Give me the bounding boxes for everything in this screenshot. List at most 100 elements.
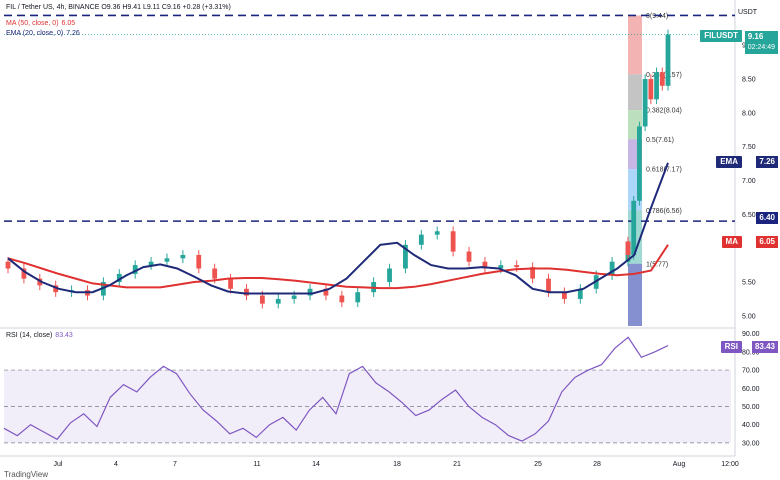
fib-level-label: 1(5.77) bbox=[646, 261, 668, 268]
candle bbox=[577, 288, 583, 299]
candle bbox=[53, 285, 59, 293]
candle bbox=[339, 295, 345, 303]
time-tick-label: 25 bbox=[534, 461, 542, 468]
fib-zone bbox=[628, 15, 642, 75]
candle bbox=[180, 254, 186, 259]
rsi-tick-label: 70.00 bbox=[742, 368, 760, 375]
fib-level-label: 0(9.44) bbox=[646, 13, 668, 20]
candle bbox=[631, 200, 637, 255]
price-tick-label: 8.00 bbox=[742, 110, 756, 117]
candle bbox=[562, 292, 567, 299]
price-tick-label: 7.50 bbox=[742, 144, 756, 151]
symbol-tag-label: FILUSDT bbox=[704, 31, 738, 40]
last-price: 9.16 bbox=[747, 32, 764, 41]
time-tick-label: 28 bbox=[593, 461, 601, 468]
candle bbox=[307, 288, 313, 296]
candle bbox=[434, 231, 440, 235]
candle bbox=[498, 265, 504, 269]
rsi-tick-label: 90.00 bbox=[742, 331, 760, 338]
rsi-price-label: 83.43 bbox=[751, 341, 778, 353]
fib-level-label: 0.618(7.17) bbox=[646, 167, 682, 174]
time-tick-label: Aug bbox=[673, 461, 686, 468]
ma-line bbox=[7, 244, 669, 290]
price-tick-label: 5.00 bbox=[742, 313, 756, 320]
time-tick-label: 4 bbox=[114, 461, 118, 468]
candle bbox=[116, 273, 122, 283]
candle bbox=[291, 295, 297, 299]
candle bbox=[642, 79, 648, 127]
ema-line bbox=[7, 162, 669, 295]
candle bbox=[275, 298, 281, 304]
candle bbox=[403, 244, 408, 269]
candle bbox=[196, 254, 202, 269]
candle bbox=[228, 278, 233, 289]
ma-legend: MA (50, close, 0) 6.05 bbox=[6, 20, 75, 27]
candle bbox=[546, 278, 551, 293]
rsi-line bbox=[3, 336, 669, 442]
candle bbox=[530, 267, 536, 279]
candle bbox=[637, 126, 642, 201]
candle bbox=[609, 261, 615, 276]
rsi-tag: RSI bbox=[720, 341, 742, 353]
time-tick-label: 7 bbox=[173, 461, 177, 468]
candle bbox=[514, 265, 520, 268]
rsi-tick-label: 50.00 bbox=[742, 404, 760, 411]
candle bbox=[387, 268, 392, 283]
fib-zone bbox=[628, 74, 642, 111]
currency-label: USDT bbox=[738, 9, 758, 16]
candle bbox=[259, 295, 265, 304]
rsi-tick-label: 80.00 bbox=[742, 349, 760, 356]
rsi-tick-label: 30.00 bbox=[742, 440, 760, 447]
candle bbox=[450, 231, 456, 252]
candle bbox=[355, 292, 361, 303]
candle bbox=[323, 288, 329, 296]
time-tick-label: Jul bbox=[54, 461, 63, 468]
candle bbox=[625, 241, 631, 255]
ema-legend-label: EMA (20, close, 0) bbox=[6, 30, 64, 37]
ema-legend: EMA (20, close, 0) 7.26 bbox=[6, 30, 80, 37]
candle bbox=[648, 79, 654, 100]
candle bbox=[665, 34, 671, 86]
candle bbox=[654, 72, 659, 100]
rsi-legend-label: RSI (14, close) bbox=[6, 332, 53, 339]
ma-tag: MA bbox=[721, 236, 742, 248]
level-price-label: 6.40 bbox=[756, 212, 778, 224]
time-tick-label: 11 bbox=[253, 461, 260, 468]
candle bbox=[164, 258, 170, 262]
rsi-legend: RSI (14, close) 83.43 bbox=[6, 332, 73, 339]
price-tick-label: 7.00 bbox=[742, 178, 756, 185]
symbol-header: FIL / Tether US, 4h, BINANCE O9.36 H9.41… bbox=[6, 4, 231, 11]
candle bbox=[418, 234, 424, 245]
fib-level-label: 0.5(7.61) bbox=[646, 137, 674, 144]
fib-level-label: 0.786(6.56) bbox=[646, 208, 682, 215]
candle bbox=[148, 261, 154, 266]
ema-price-label: 7.26 bbox=[756, 156, 778, 168]
rsi-tick-label: 40.00 bbox=[742, 422, 760, 429]
ma-legend-value: 6.05 bbox=[61, 20, 76, 27]
ema-legend-value: 7.26 bbox=[66, 30, 80, 37]
candle bbox=[212, 268, 218, 279]
candle bbox=[5, 261, 11, 269]
price-tick-label: 6.50 bbox=[742, 212, 756, 219]
time-tick-label: 18 bbox=[393, 461, 401, 468]
candle bbox=[659, 72, 665, 86]
ma-legend-label: MA (50, close, 0) bbox=[6, 20, 59, 27]
last-price-label: 9.16 02:24:49 bbox=[744, 31, 778, 54]
time-tick-label: 21 bbox=[453, 461, 461, 468]
ma-price-label: 6.05 bbox=[756, 236, 778, 248]
candle bbox=[466, 251, 472, 262]
countdown: 02:24:49 bbox=[747, 44, 775, 51]
ema-tag: EMA bbox=[716, 156, 742, 168]
rsi-tick-label: 60.00 bbox=[742, 386, 760, 393]
candle bbox=[21, 268, 27, 279]
candle bbox=[37, 278, 43, 286]
candle bbox=[482, 261, 488, 269]
candle bbox=[132, 265, 138, 274]
fib-zone bbox=[628, 263, 642, 326]
price-tick-label: 5.50 bbox=[742, 280, 756, 287]
time-tick-label: 14 bbox=[312, 461, 320, 468]
fib-level-label: 0.382(8.04) bbox=[646, 108, 682, 115]
candle bbox=[244, 288, 249, 296]
time-tick-label: 12:00 bbox=[721, 461, 739, 468]
